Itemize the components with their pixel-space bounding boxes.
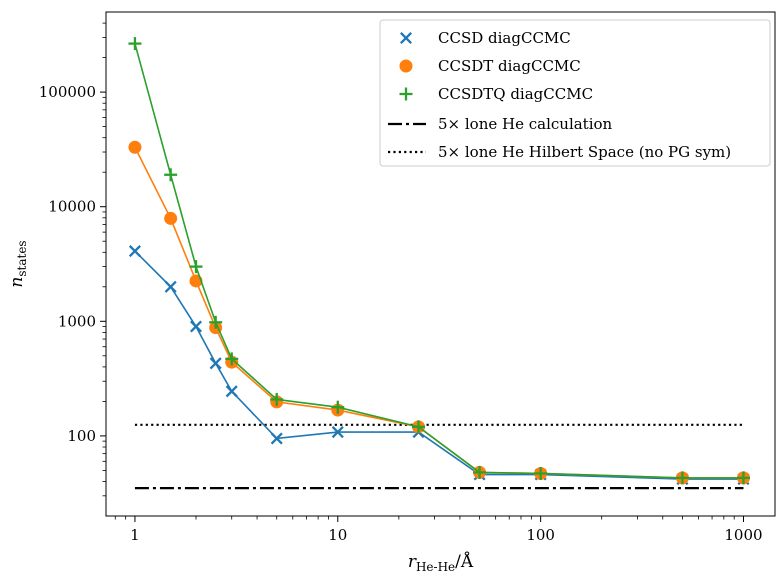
data-point bbox=[225, 352, 239, 366]
legend-entry-5: 5× lone He Hilbert Space (no PG sym) bbox=[388, 143, 731, 161]
series-3 bbox=[128, 37, 750, 485]
legend-entry-4: 5× lone He calculation bbox=[388, 115, 613, 133]
x-tick-label: 1000 bbox=[724, 526, 762, 544]
data-point bbox=[164, 168, 178, 182]
y-tick-label: 10000 bbox=[48, 198, 96, 216]
legend-label: CCSD diagCCMC bbox=[438, 29, 571, 47]
data-point bbox=[270, 392, 284, 406]
legend-marker bbox=[399, 87, 413, 101]
data-point bbox=[675, 471, 689, 485]
legend-label: 5× lone He calculation bbox=[438, 115, 613, 133]
legend-label: CCSDT diagCCMC bbox=[438, 57, 581, 75]
data-point bbox=[209, 357, 222, 370]
y-tick-label: 1000 bbox=[58, 312, 96, 330]
series-1 bbox=[128, 245, 750, 486]
x-tick-label: 10 bbox=[328, 526, 347, 544]
data-point bbox=[164, 211, 178, 225]
data-point bbox=[189, 274, 203, 288]
y-tick-label: 100000 bbox=[39, 83, 96, 101]
data-point bbox=[225, 385, 238, 398]
series-2 bbox=[128, 140, 750, 485]
data-point bbox=[189, 260, 203, 274]
x-tick-label: 100 bbox=[526, 526, 555, 544]
legend-label: 5× lone He Hilbert Space (no PG sym) bbox=[438, 143, 731, 161]
legend: CCSD diagCCMC CCSDT diagCCMC CCSDTQ diagCC… bbox=[379, 19, 771, 167]
legend-entry-3: CCSDTQ diagCCMC bbox=[399, 85, 593, 103]
legend-box bbox=[379, 19, 771, 167]
data-point bbox=[128, 245, 141, 258]
legend-marker bbox=[399, 31, 413, 45]
data-point bbox=[164, 280, 177, 293]
data-point bbox=[412, 420, 426, 434]
data-point bbox=[189, 320, 203, 333]
data-point bbox=[209, 315, 223, 329]
y-axis-label: nstates bbox=[7, 240, 29, 287]
series-line bbox=[134, 43, 744, 479]
y-tick-label: 100 bbox=[67, 427, 96, 445]
legend-entry-1: CCSD diagCCMC bbox=[399, 29, 571, 47]
axes: 1 10 100 1000 100 1000 10000 100000 rHe-He/Å nsta… bbox=[7, 11, 776, 574]
axes-frame bbox=[105, 11, 776, 517]
legend-entry-2: CCSDT diagCCMC bbox=[399, 57, 581, 75]
data-point bbox=[473, 465, 487, 479]
legend-label: CCSDTQ diagCCMC bbox=[438, 85, 593, 103]
data-point bbox=[128, 140, 142, 154]
series-line bbox=[134, 250, 744, 480]
legend-marker bbox=[399, 59, 413, 73]
plot-area bbox=[128, 37, 750, 490]
data-point bbox=[331, 426, 344, 439]
data-point bbox=[534, 466, 548, 480]
x-axis-label: rHe-He/Å bbox=[408, 551, 474, 574]
data-point bbox=[331, 400, 345, 414]
data-point bbox=[270, 432, 283, 445]
data-point bbox=[736, 471, 750, 485]
data-point bbox=[128, 37, 142, 51]
x-tick-label: 1 bbox=[130, 526, 140, 544]
series-line bbox=[134, 146, 744, 479]
